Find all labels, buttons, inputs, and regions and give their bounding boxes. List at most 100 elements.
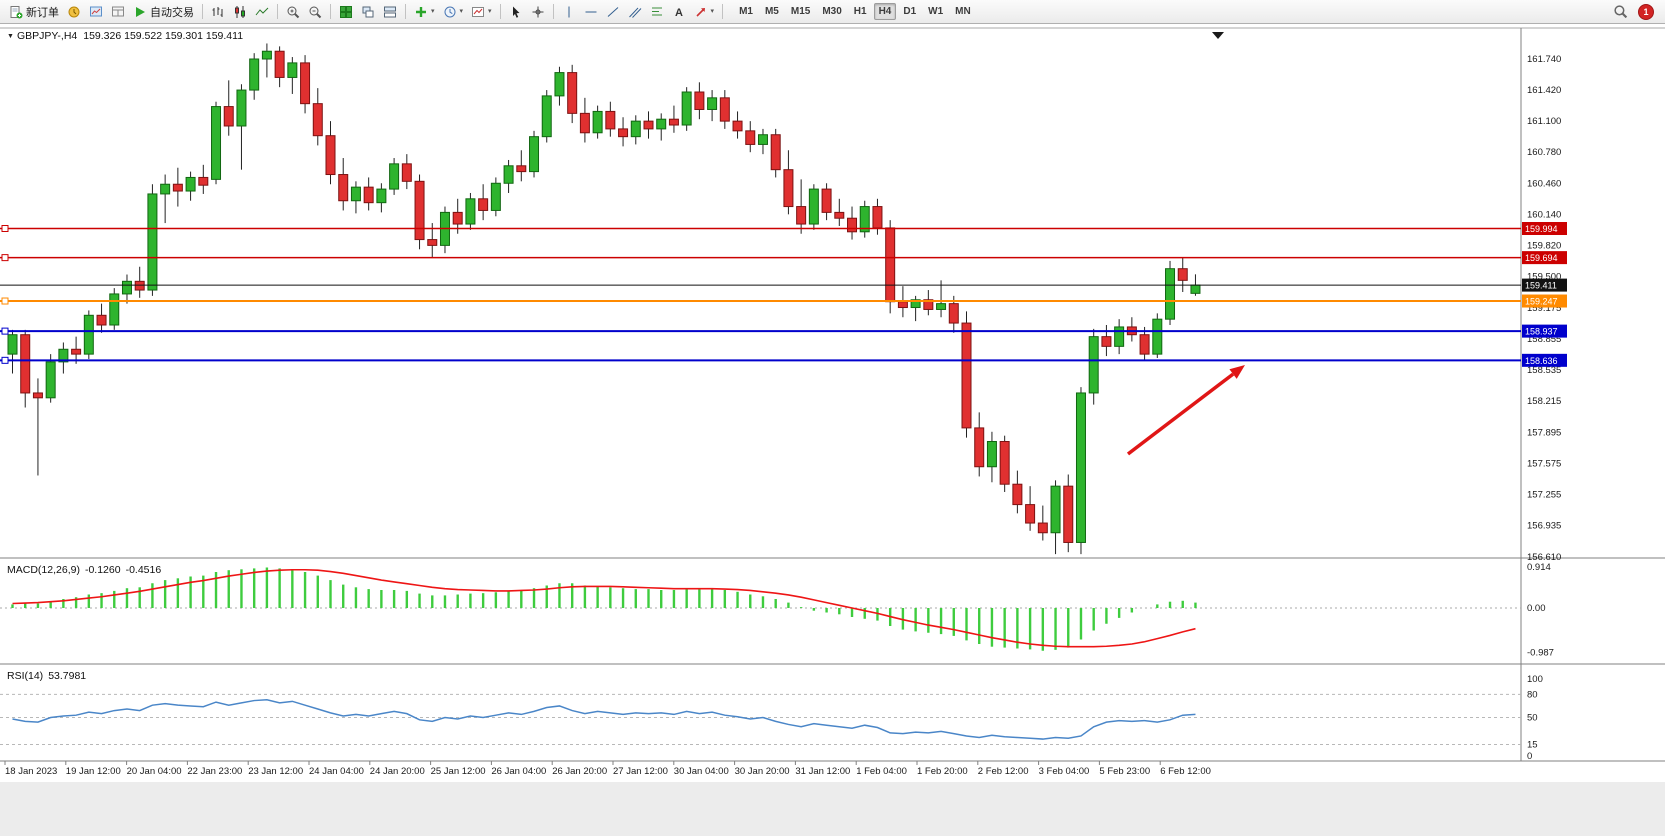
macd-signal-line [12,568,1196,648]
trend-arrow-annotation[interactable] [1126,365,1245,456]
svg-text:A: A [675,7,683,19]
new-order-icon [10,5,23,18]
zoom-out-button[interactable] [305,2,325,22]
autotrading-label: 自动交易 [150,6,194,19]
price-badge-text: 159.994 [1525,224,1558,234]
indicators-button[interactable]: ▾ [411,2,438,22]
price-badge-text: 159.694 [1525,253,1558,263]
timeframe-m5[interactable]: M5 [760,3,784,20]
tile-windows-icon [340,5,352,18]
rsi-name: RSI(14) [7,670,44,682]
price-axis-tick: 158.215 [1527,396,1561,407]
price-axis-tick: 158.535 [1527,365,1561,376]
time-axis-label: 27 Jan 12:00 [613,766,668,777]
text-button[interactable]: A [669,2,689,22]
price-axis-tick: 157.575 [1527,458,1561,469]
horizontal-line-159.247[interactable]: 159.247 [0,294,1567,308]
toolbar-right: 1 [1609,2,1660,22]
timeframe-m15[interactable]: M15 [786,3,815,20]
rsi-axis-tick: 50 [1527,713,1538,724]
new-order-button[interactable]: 新订单 [6,2,62,22]
candlestick-series [7,43,1201,555]
price-chart[interactable]: 161.740 161.420 161.100 160.780 160.460 160.1… [0,24,1665,836]
timeframe-m30[interactable]: M30 [817,3,846,20]
toolbar-separator [330,4,331,19]
toolbar-separator [405,4,406,19]
search-icon [1614,5,1628,19]
ohlc-values: 159.326 159.522 159.301 159.411 [83,30,244,42]
fibonacci-button[interactable] [647,2,667,22]
templates-icon [472,6,485,17]
time-axis-label: 30 Jan 04:00 [674,766,729,777]
price-axis-tick: 159.820 [1527,240,1561,251]
channel-button[interactable] [625,2,645,22]
vertical-line-button[interactable] [559,2,579,22]
time-axis-label: 23 Jan 12:00 [248,766,303,777]
zoom-in-button[interactable] [283,2,303,22]
crosshair-button[interactable] [528,2,548,22]
timeframe-h1[interactable]: H1 [849,3,872,20]
macd-signal-value: -0.4516 [125,564,162,576]
rsi-axis-tick: 100 [1527,674,1543,685]
collapse-triangle-icon[interactable]: ▼ [7,33,14,40]
charts-window-icon [90,6,102,16]
notification-badge[interactable]: 1 [1638,3,1654,20]
periods-button[interactable]: ▾ [440,2,467,22]
horizontal-line-158.636[interactable]: 158.636 [0,353,1567,367]
timeframe-h4[interactable]: H4 [873,3,897,20]
horizontal-line-158.937[interactable]: 158.937 [0,324,1567,338]
chart-line-button[interactable] [252,2,272,22]
horizontal-line-button[interactable] [581,2,601,22]
macd-axis-tick: 0.00 [1527,603,1546,614]
time-axis-label: 3 Feb 04:00 [1039,766,1090,777]
price-axis-tick: 161.100 [1527,116,1561,127]
arrange-windows-button[interactable] [380,2,400,22]
price-badge-text: 158.937 [1525,327,1558,337]
zoom-out-icon [309,6,322,18]
trendline-icon [607,6,618,17]
price-axis-tick: 156.935 [1527,520,1561,531]
rsi-axis-tick: 15 [1527,739,1538,750]
cascade-windows-icon [362,6,374,17]
time-axis-label: 19 Jan 12:00 [66,766,121,777]
timeframe-w1[interactable]: W1 [923,3,948,20]
market-watch-button[interactable] [64,2,84,22]
autotrading-button[interactable]: 自动交易 [130,2,197,22]
data-window-button[interactable] [108,2,128,22]
timeframe-mn[interactable]: MN [950,3,976,20]
shapes-button[interactable]: ▾ [691,2,718,22]
time-axis-label: 2 Feb 12:00 [978,766,1029,777]
tile-windows-button[interactable] [336,2,356,22]
rsi-axis-tick: 80 [1527,689,1538,700]
price-badge [1522,353,1567,367]
crosshair-icon [532,6,544,17]
macd-axis-tick: 0.914 [1527,562,1551,573]
toolbar-separator [552,4,554,19]
text-icon: A [675,7,683,19]
horizontal-line-159.694[interactable]: 159.694 [0,251,1567,265]
time-axis-label: 20 Jan 04:00 [127,766,182,777]
cascade-windows-button[interactable] [358,2,378,22]
chart-bars-button[interactable] [208,2,228,22]
chart-shift-marker[interactable] [1212,32,1224,39]
arrow-shape-icon [695,7,705,17]
timeframe-d1[interactable]: D1 [898,3,921,20]
time-axis-label: 24 Jan 04:00 [309,766,364,777]
search-button[interactable] [1610,2,1631,22]
price-badge-text: 159.247 [1525,297,1558,307]
toolbar-separator [202,4,203,19]
cursor-button[interactable] [506,2,526,22]
time-axis-label: 22 Jan 23:00 [187,766,242,777]
timeframe-m1[interactable]: M1 [734,3,758,20]
charts-window-button[interactable] [86,2,106,22]
templates-button[interactable]: ▾ [468,2,495,22]
toolbar-separator [499,4,501,19]
zoom-in-icon [287,6,300,18]
chart-candles-button[interactable] [230,2,250,22]
horizontal-line-159.994[interactable]: 159.994 [0,222,1567,236]
chart-window: 161.740 161.420 161.100 160.780 160.460 160.1… [0,24,1665,836]
rsi-label: RSI(14) 53.7981 [7,670,86,682]
trendline-button[interactable] [603,2,623,22]
window-margin [0,782,1665,836]
line-handle [1,297,9,305]
